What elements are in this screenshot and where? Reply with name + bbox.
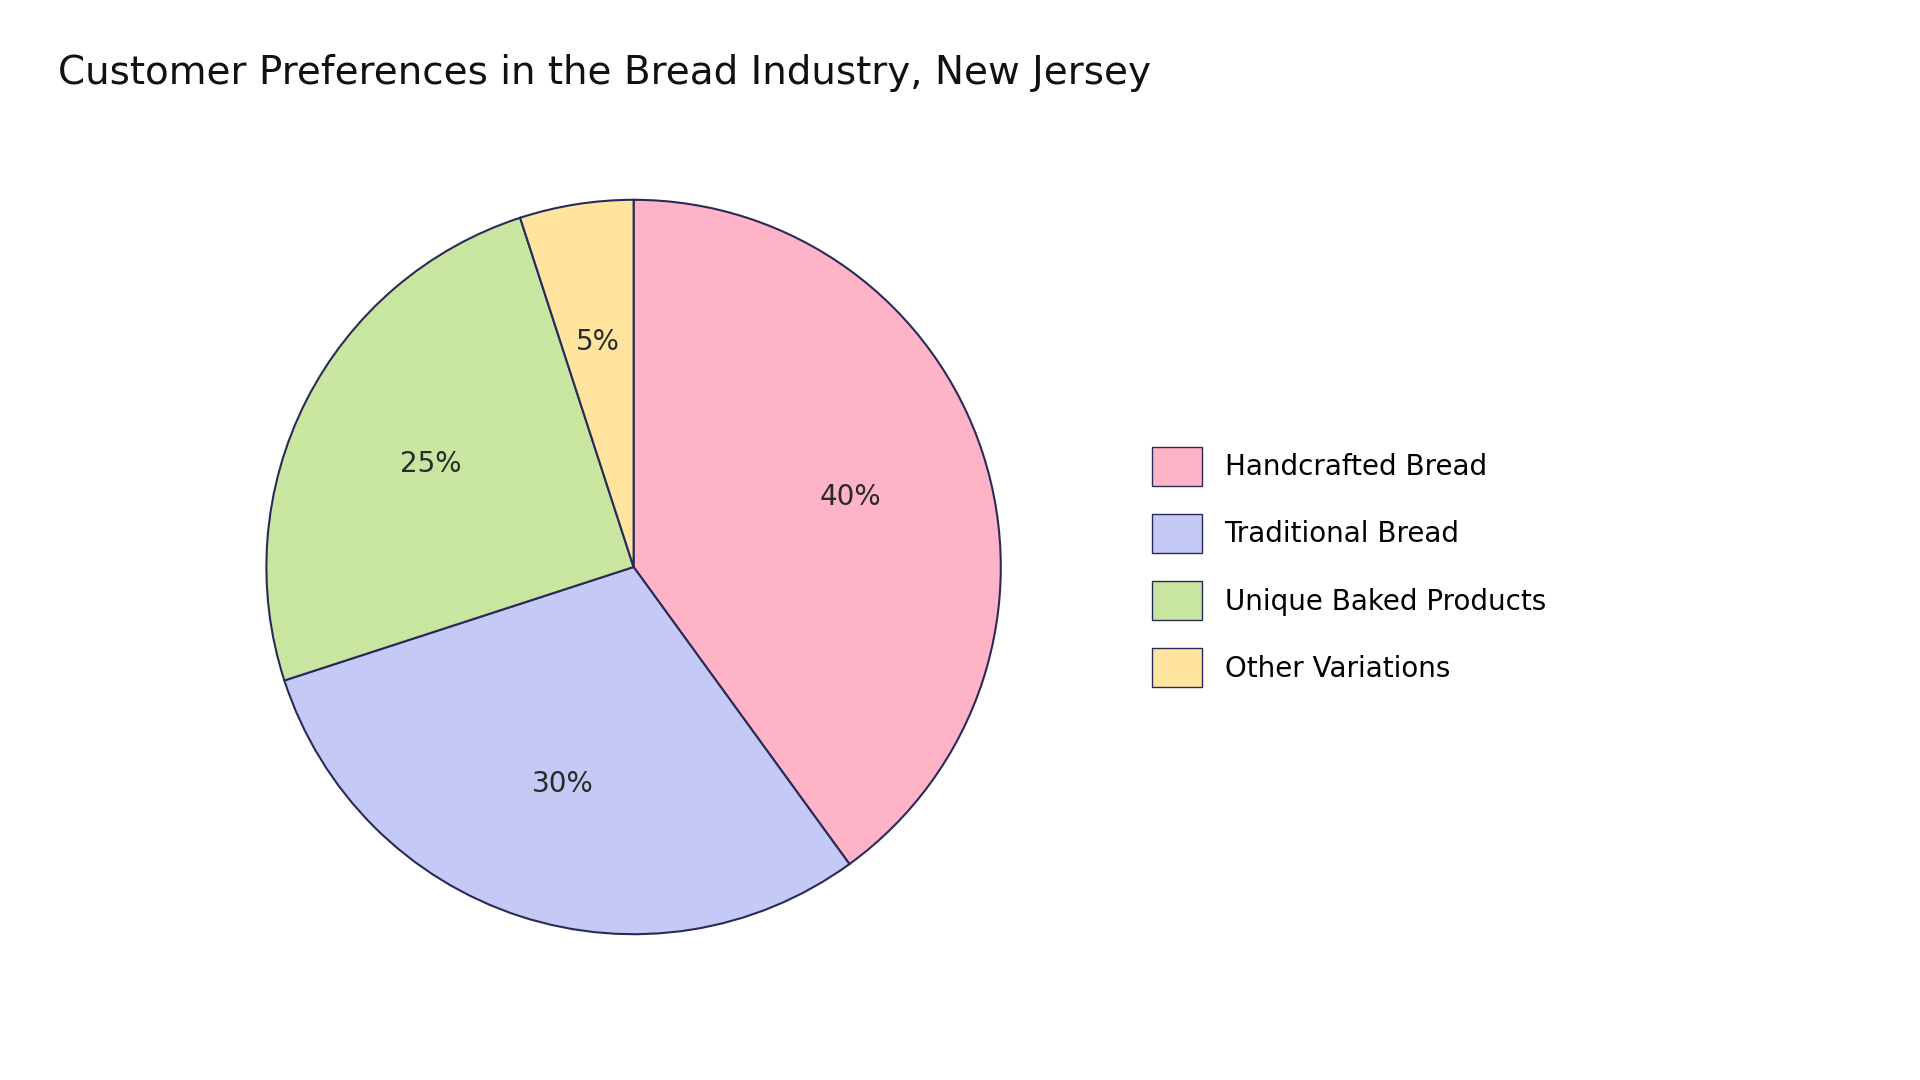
Wedge shape <box>284 567 849 934</box>
Wedge shape <box>520 200 634 567</box>
Text: 30%: 30% <box>532 770 593 797</box>
Wedge shape <box>634 200 1000 864</box>
Text: 5%: 5% <box>576 328 620 356</box>
Legend: Handcrafted Bread, Traditional Bread, Unique Baked Products, Other Variations: Handcrafted Bread, Traditional Bread, Un… <box>1152 447 1546 687</box>
Wedge shape <box>267 218 634 680</box>
Text: Customer Preferences in the Bread Industry, New Jersey: Customer Preferences in the Bread Indust… <box>58 54 1150 92</box>
Text: 25%: 25% <box>399 449 461 477</box>
Text: 40%: 40% <box>820 483 881 511</box>
